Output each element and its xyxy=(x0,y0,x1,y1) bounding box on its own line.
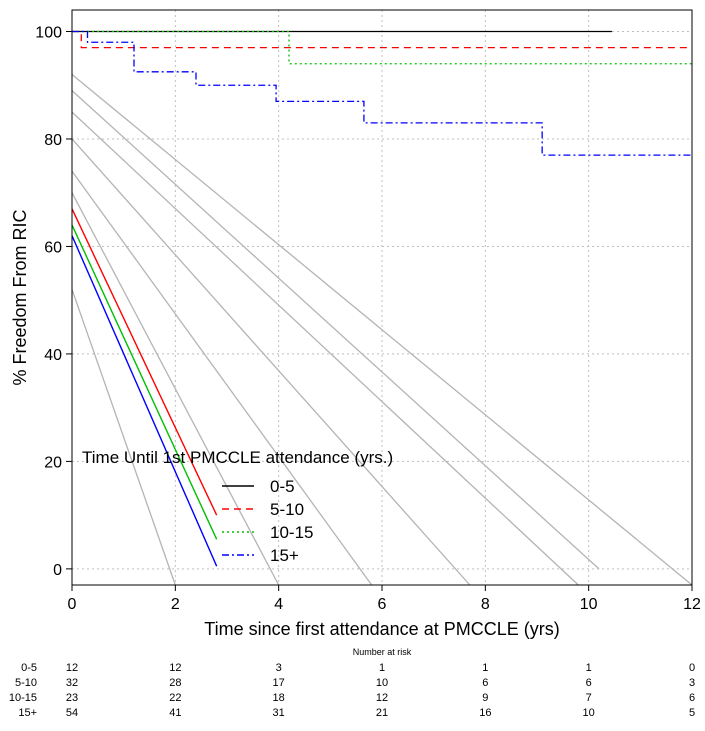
survival-curves xyxy=(71,30,692,567)
reference-line xyxy=(71,170,373,586)
risk-cell: 1 xyxy=(586,662,592,674)
risk-cell: 3 xyxy=(689,677,695,689)
risk-cell: 31 xyxy=(273,707,285,719)
risk-table-title: Number at risk xyxy=(353,647,412,657)
legend-label-15+: 15+ xyxy=(270,546,299,565)
risk-cell: 12 xyxy=(66,662,78,674)
risk-row-label: 0-5 xyxy=(21,662,37,674)
risk-cell: 12 xyxy=(169,662,181,674)
risk-cell: 1 xyxy=(482,662,488,674)
reference-line xyxy=(71,192,280,586)
risk-cell: 21 xyxy=(376,707,388,719)
risk-cell: 9 xyxy=(482,692,488,704)
legend-slope-line xyxy=(71,235,218,567)
risk-cell: 28 xyxy=(169,677,181,689)
reference-lines xyxy=(71,73,693,586)
legend-label-0-5: 0-5 xyxy=(270,477,295,496)
y-tick-label: 60 xyxy=(44,239,62,256)
reference-line xyxy=(71,73,693,586)
x-tick-label: 0 xyxy=(68,596,77,613)
risk-cell: 10 xyxy=(376,677,388,689)
y-tick-label: 0 xyxy=(53,562,62,579)
legend: Time Until 1st PMCCLE attendance (yrs.) … xyxy=(82,448,393,565)
y-tick-label: 40 xyxy=(44,347,62,364)
x-tick-label: 4 xyxy=(274,596,283,613)
legend-label-5-10: 5-10 xyxy=(270,500,304,519)
legend-label-10-15: 10-15 xyxy=(270,523,313,542)
risk-row-label: 15+ xyxy=(18,707,37,719)
x-tick-label: 2 xyxy=(171,596,180,613)
risk-cell: 54 xyxy=(66,707,78,719)
risk-cell: 17 xyxy=(273,677,285,689)
risk-row-label: 10-15 xyxy=(9,692,37,704)
risk-cell: 10 xyxy=(583,707,595,719)
risk-cell: 1 xyxy=(379,662,385,674)
risk-cell: 32 xyxy=(66,677,78,689)
legend-title: Time Until 1st PMCCLE attendance (yrs.) xyxy=(82,448,393,467)
risk-cell: 18 xyxy=(273,692,285,704)
risk-cell: 0 xyxy=(689,662,695,674)
risk-cell: 7 xyxy=(586,692,592,704)
legend-slope-line xyxy=(71,208,218,516)
risk-cell: 3 xyxy=(276,662,282,674)
risk-cell: 22 xyxy=(169,692,181,704)
risk-cell: 5 xyxy=(689,707,695,719)
risk-row-label: 5-10 xyxy=(15,677,37,689)
y-tick-label: 20 xyxy=(44,454,62,471)
reference-line xyxy=(71,289,176,586)
x-axis-title: Time since first attendance at PMCCLE (y… xyxy=(204,619,559,639)
x-tick-label: 8 xyxy=(481,596,490,613)
y-tick-label: 80 xyxy=(44,132,62,149)
risk-cell: 6 xyxy=(482,677,488,689)
reference-line xyxy=(71,90,600,570)
risk-cell: 6 xyxy=(689,692,695,704)
risk-cell: 12 xyxy=(376,692,388,704)
x-tick-label: 12 xyxy=(683,596,701,613)
gridlines xyxy=(71,10,693,585)
reference-line xyxy=(71,111,579,586)
risk-cell: 16 xyxy=(479,707,491,719)
reference-line xyxy=(71,138,471,586)
survival-curve-10-15 xyxy=(72,30,692,65)
y-axis-title: % Freedom From RIC xyxy=(10,209,30,385)
risk-cell: 23 xyxy=(66,692,78,704)
axes: 0 2 4 6 8 10 12 0 20 40 60 80 100 xyxy=(35,24,701,613)
legend-slope-line xyxy=(71,224,218,540)
risk-table: Number at risk 0-5 12 12 3 1 1 1 05-10 32 28 17 10 6… xyxy=(9,647,695,719)
risk-cell: 41 xyxy=(169,707,181,719)
survival-curve-15+ xyxy=(72,30,692,156)
x-tick-label: 6 xyxy=(378,596,387,613)
y-tick-label: 100 xyxy=(35,24,62,41)
x-tick-label: 10 xyxy=(580,596,598,613)
risk-cell: 6 xyxy=(586,677,592,689)
